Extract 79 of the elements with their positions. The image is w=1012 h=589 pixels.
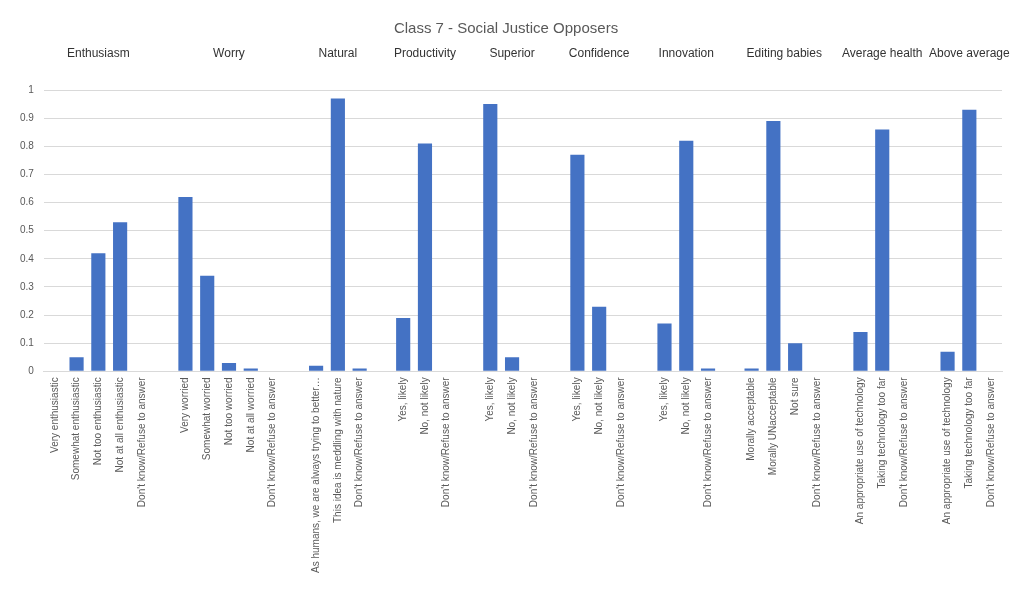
bar [483, 104, 498, 371]
y-tick-label: 0.6 [20, 196, 35, 208]
x-tick-label: Don't know/Refuse to answer [135, 376, 147, 508]
x-tick-label: Not too enthusiastic [92, 377, 104, 466]
x-tick-label: Somewhat enthusiastic [70, 377, 82, 481]
bar [309, 365, 324, 371]
bar [178, 196, 193, 371]
y-tick-label: 0.9 [20, 111, 35, 123]
text: Natural [318, 46, 358, 61]
y-tick-label: 0.5 [20, 224, 35, 236]
x-tick-label: Morally acceptable [745, 376, 757, 461]
bar [875, 129, 890, 371]
bar [221, 362, 237, 371]
bar [91, 253, 106, 371]
x-tick-label: Very worried [179, 377, 191, 433]
text: Editing babies [746, 46, 822, 61]
bar [788, 343, 803, 371]
y-tick-label: 0.7 [20, 168, 35, 180]
x-tick-label: Yes, likely [658, 377, 670, 422]
x-tick-label: Don't know/Refuse to answer [266, 376, 278, 508]
y-tick-label: 1 [28, 83, 35, 95]
x-tick-label: Taking technology too far [963, 376, 975, 489]
text: Confidence [568, 46, 630, 61]
y-tick-label: 0.4 [20, 252, 35, 264]
bar [417, 143, 433, 371]
x-tick-label: Don't know/Refuse to answer [527, 376, 539, 508]
x-tick-label: No, not likely [505, 377, 517, 435]
x-tick-label: Yes, likely [484, 377, 496, 422]
x-tick-label: Don't know/Refuse to answer [701, 376, 713, 508]
text: Above average [928, 46, 1011, 61]
x-tick-label: Not sure [788, 376, 800, 416]
x-tick-label: Don't know/Refuse to answer [440, 376, 452, 508]
text: Productivity [393, 46, 456, 61]
text: Average health [841, 46, 923, 61]
bar [962, 109, 977, 371]
bar [113, 222, 128, 371]
x-tick-label: Don't know/Refuse to answer [353, 376, 365, 508]
bar [853, 331, 868, 371]
x-tick-label: Very enthusiastic [48, 377, 60, 453]
x-tick-label: No, not likely [680, 377, 692, 435]
x-tick-label: No, not likely [592, 377, 604, 435]
x-tick-label: No, not likely [418, 377, 430, 435]
bar [396, 317, 411, 371]
bar [200, 275, 215, 371]
x-tick-label: Not at all enthusiastic [113, 377, 125, 473]
y-tick-label: 0.2 [20, 308, 35, 320]
x-tick-label: Not too worried [222, 377, 234, 446]
x-tick-label: This idea is meddling with nature [331, 376, 343, 523]
bar [940, 351, 955, 371]
x-tick-label: As humans, we are always trying to better… [309, 377, 321, 573]
x-tick-label: Yes, likely [571, 377, 583, 422]
y-tick-label: 0.1 [20, 336, 35, 348]
text: Innovation [658, 46, 714, 61]
bar [766, 120, 781, 371]
bar [679, 140, 694, 371]
bar [69, 357, 84, 371]
y-tick-label: 0.3 [20, 280, 35, 292]
y-tick-label: 0.8 [20, 140, 35, 152]
chart-title: Class 7 - Social Justice Opposers [393, 19, 619, 37]
x-tick-label: Morally UNacceptable [767, 376, 779, 476]
x-tick-label: Not at all worried [244, 377, 256, 453]
x-tick-label: Don't know/Refuse to answer [897, 376, 909, 508]
bar [504, 357, 520, 371]
text: Enthusiasm [66, 46, 130, 61]
x-tick-label: An appropriate use of technology [941, 377, 953, 525]
x-tick-label: An appropriate use of technology [854, 377, 866, 525]
x-tick-label: Taking technology too far [875, 376, 887, 489]
x-tick-label: Don't know/Refuse to answer [984, 376, 996, 508]
text: Superior [489, 46, 535, 61]
y-tick-label: 0 [28, 365, 35, 377]
x-tick-label: Don't know/Refuse to answer [614, 376, 626, 508]
x-tick-label: Don't know/Refuse to answer [810, 376, 822, 508]
bar [657, 323, 672, 371]
text: Worry [213, 46, 245, 61]
x-tick-label: Somewhat worried [200, 377, 212, 461]
bar [330, 98, 345, 371]
x-tick-label: Yes, likely [396, 377, 408, 422]
bar [592, 306, 607, 371]
bar [570, 154, 585, 371]
